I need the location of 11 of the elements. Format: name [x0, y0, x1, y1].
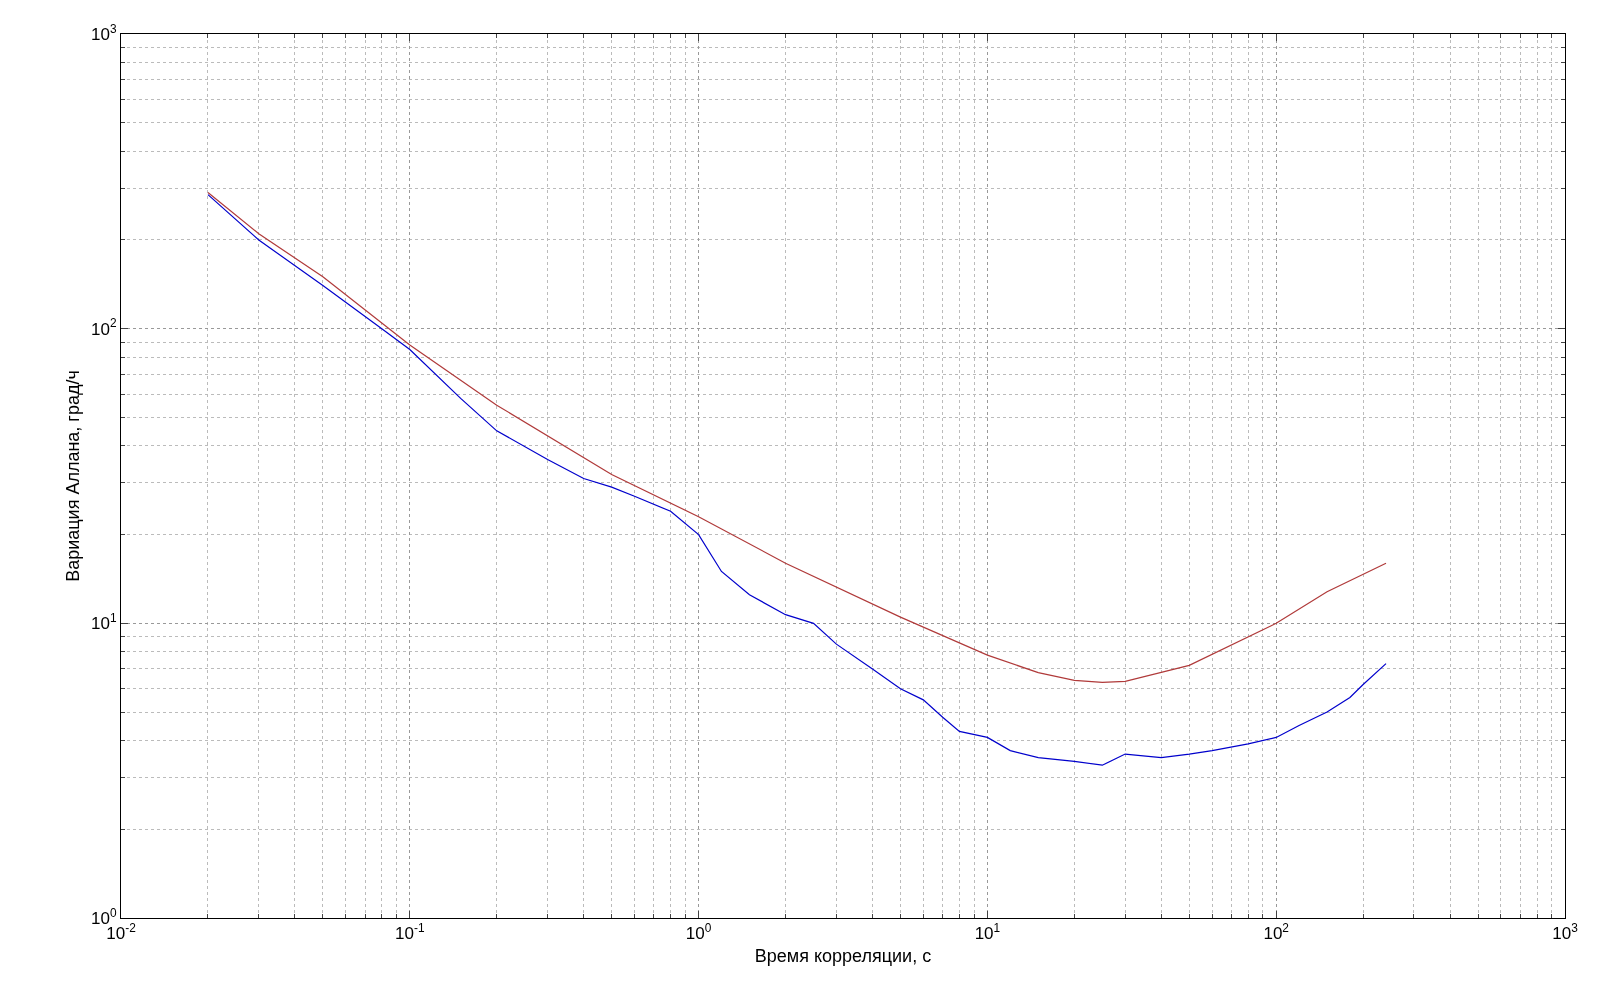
y-tick-label: 10$^{3}$ — [91, 21, 117, 44]
y-tick-label: 10$^{0}$ — [91, 905, 117, 928]
y-tick-label: 10$^{2}$ — [91, 316, 117, 339]
x-tick-label: 10$^{1}$ — [974, 921, 1001, 944]
y-axis-title: Вариация Аллана, град/ч — [63, 370, 84, 582]
y-tick-label: 10$^{1}$ — [91, 611, 117, 634]
x-tick-label: 10$^{0}$ — [685, 921, 712, 944]
x-axis-title: Время корреляции, с — [754, 945, 932, 966]
x-tick-label: 10$^{3}$ — [1552, 921, 1579, 944]
x-tick-label: 10$^{2}$ — [1263, 921, 1290, 944]
x-tick-label: 10$^{-1}$ — [395, 921, 425, 944]
